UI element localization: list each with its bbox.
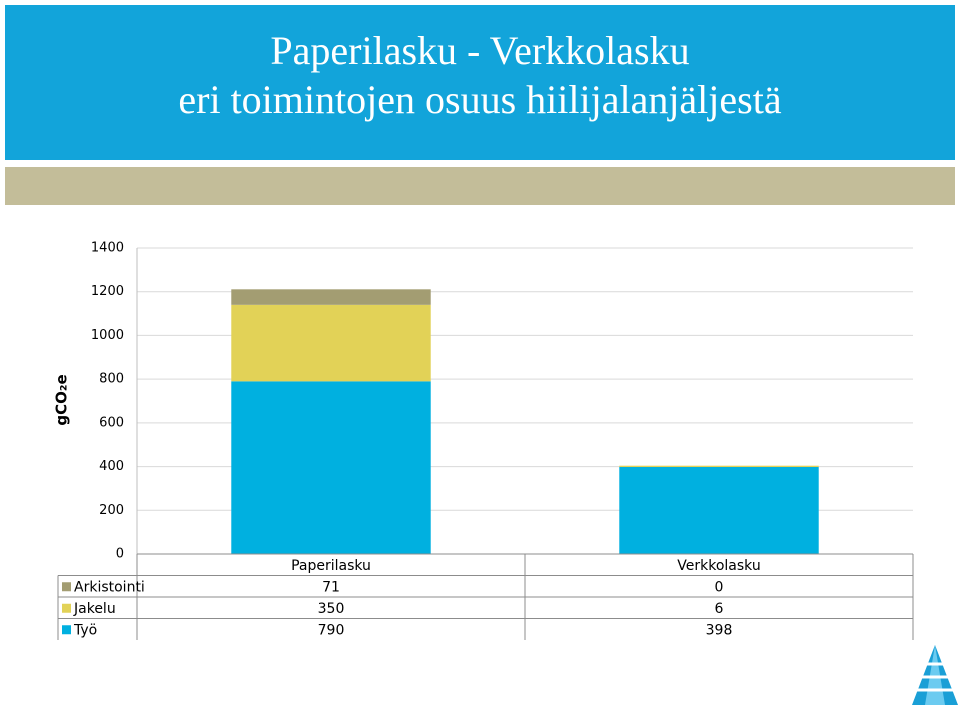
y-tick-label: 800 — [99, 372, 124, 387]
bar-segment — [619, 467, 819, 554]
table-value: 398 — [706, 622, 733, 638]
column-header: Verkkolasku — [677, 558, 760, 574]
title-line: Paperilasku - Verkkolasku — [270, 28, 689, 73]
y-tick-label: 1200 — [91, 284, 124, 299]
bar-segment — [231, 304, 431, 382]
y-tick-label: 600 — [99, 415, 124, 430]
y-tick-label: 1400 — [91, 241, 124, 256]
y-tick-label: 0 — [116, 547, 124, 562]
accent-band — [5, 167, 955, 205]
table-value: 0 — [715, 579, 724, 595]
bar-segment — [619, 465, 819, 468]
y-axis-label: gCO₂e — [53, 374, 71, 425]
bar-segment — [231, 381, 431, 554]
header-band — [5, 5, 955, 160]
logo — [912, 645, 958, 705]
table-value: 790 — [318, 622, 345, 638]
title-line: eri toimintojen osuus hiilijalanjäljestä — [178, 77, 781, 122]
legend-label: Työ — [73, 622, 97, 638]
y-tick-label: 200 — [99, 503, 124, 518]
legend-label: Arkistointi — [74, 579, 145, 595]
table-value: 71 — [322, 579, 340, 595]
bar-segment — [231, 289, 431, 305]
y-tick-label: 1000 — [91, 328, 124, 343]
column-header: Paperilasku — [291, 558, 371, 574]
table-value: 350 — [318, 601, 345, 617]
legend-swatch — [62, 603, 71, 613]
y-tick-label: 400 — [99, 459, 124, 474]
legend-label: Jakelu — [73, 601, 116, 617]
legend-swatch — [62, 625, 71, 635]
legend-swatch — [62, 582, 71, 592]
table-value: 6 — [715, 601, 724, 617]
